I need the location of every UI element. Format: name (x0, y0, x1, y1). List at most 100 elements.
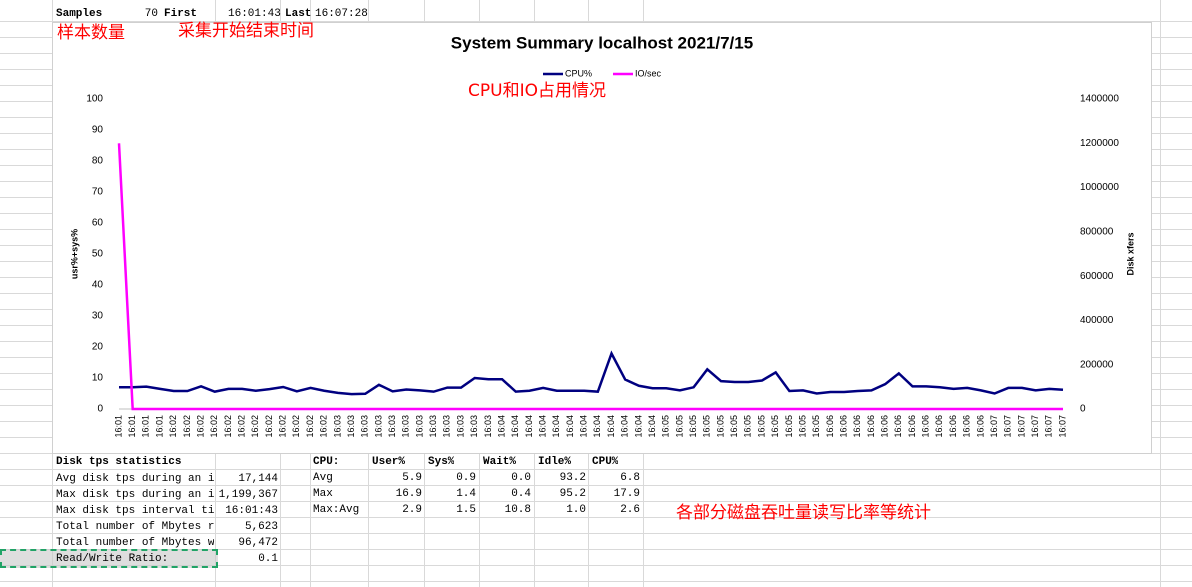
y2-axis-label: Disk xfers (1125, 232, 1135, 275)
cell[interactable]: Wait% (483, 456, 517, 468)
cell[interactable]: 70 (144, 8, 158, 20)
x-tick-label: 16:04 (551, 415, 561, 438)
cell[interactable]: CPU: (313, 456, 340, 468)
x-tick-label: 16:06 (948, 415, 958, 438)
cell[interactable]: 93.2 (559, 472, 586, 484)
cell[interactable]: 1.5 (456, 504, 476, 516)
legend-label: CPU% (565, 68, 592, 78)
cell[interactable]: 95.2 (559, 488, 586, 500)
x-tick-label: 16:06 (852, 415, 862, 438)
legend-label: IO/sec (635, 68, 662, 78)
x-tick-label: 16:05 (756, 415, 766, 438)
cell[interactable]: Idle% (538, 456, 572, 468)
x-tick-label: 16:04 (565, 415, 575, 438)
x-tick-label: 16:07 (989, 415, 999, 438)
x-tick-label: 16:04 (592, 415, 602, 438)
annotation: 样本数量 (57, 23, 125, 43)
cell[interactable]: Read/Write Ratio: (56, 553, 169, 565)
series-line (119, 350, 1064, 396)
x-tick-label: 16:03 (360, 415, 370, 438)
x-tick-label: 16:06 (962, 415, 972, 438)
x-tick-label: 16:01 (113, 415, 123, 438)
selected-cell[interactable] (0, 549, 218, 568)
annotation: 采集开始结束时间 (178, 21, 314, 41)
x-tick-label: 16:07 (1016, 415, 1026, 438)
x-tick-label: 16:02 (264, 415, 274, 438)
cell[interactable]: Avg (313, 472, 333, 484)
cell[interactable]: 0.4 (511, 488, 531, 500)
cell[interactable]: 96,472 (238, 537, 278, 549)
y-tick-label: 100 (86, 94, 103, 105)
x-tick-label: 16:01 (127, 415, 137, 438)
x-tick-label: 16:05 (729, 415, 739, 438)
x-tick-label: 16:02 (319, 415, 329, 438)
x-tick-label: 16:03 (387, 415, 397, 438)
cell[interactable]: 16.9 (395, 488, 422, 500)
cell[interactable]: User% (372, 456, 406, 468)
cell[interactable]: 1.0 (566, 504, 586, 516)
cell[interactable]: 5,623 (244, 521, 278, 533)
cell[interactable]: 17,144 (238, 473, 278, 485)
column-line (1160, 0, 1161, 587)
cell[interactable]: Disk tps statistics (56, 456, 182, 468)
cell[interactable]: Total number of Mbytes re (56, 521, 214, 533)
x-tick-label: 16:02 (209, 415, 219, 438)
cell[interactable]: Last (285, 8, 312, 20)
x-tick-label: 16:07 (1030, 415, 1040, 438)
cell[interactable]: 2.9 (402, 504, 422, 516)
x-tick-label: 16:05 (743, 415, 753, 438)
x-tick-label: 16:04 (524, 415, 534, 438)
x-tick-label: 16:05 (715, 415, 725, 438)
x-tick-label: 16:02 (195, 415, 205, 438)
cell[interactable]: 0.0 (511, 472, 531, 484)
cell[interactable]: Sys% (428, 456, 455, 468)
cell[interactable]: Total number of Mbytes wr (56, 537, 214, 549)
cell[interactable]: 16:01:43 (225, 505, 278, 517)
cell[interactable]: First (164, 8, 198, 20)
cell[interactable]: 17.9 (613, 488, 640, 500)
x-tick-label: 16:03 (483, 415, 493, 438)
y-tick-label: 50 (92, 249, 104, 260)
x-tick-label: 16:06 (866, 415, 876, 438)
cell[interactable]: 0.1 (258, 553, 278, 565)
x-tick-label: 16:02 (278, 415, 288, 438)
y-tick-label: 0 (97, 404, 103, 415)
x-tick-label: 16:06 (893, 415, 903, 438)
x-tick-label: 16:04 (510, 415, 520, 438)
x-tick-label: 16:04 (647, 415, 657, 438)
y-axis-label: usr%+sys% (69, 229, 79, 279)
x-tick-label: 16:03 (401, 415, 411, 438)
x-tick-label: 16:06 (838, 415, 848, 438)
x-tick-label: 16:07 (1003, 415, 1013, 438)
cell[interactable]: 6.8 (620, 472, 640, 484)
x-tick-label: 16:06 (880, 415, 890, 438)
cell[interactable]: Samples (56, 8, 103, 20)
cell[interactable]: 0.9 (456, 472, 476, 484)
cell[interactable]: CPU% (592, 456, 619, 468)
cell[interactable]: Max disk tps during an in (56, 489, 214, 501)
cell[interactable]: 1.4 (456, 488, 476, 500)
cell[interactable]: 16:01:43 (228, 8, 281, 20)
cell[interactable]: Max (313, 488, 333, 500)
x-tick-label: 16:04 (537, 415, 547, 438)
x-tick-label: 16:05 (784, 415, 794, 438)
x-tick-label: 16:02 (223, 415, 233, 438)
x-tick-label: 16:05 (661, 415, 671, 438)
y2-tick-label: 1200000 (1080, 138, 1119, 149)
x-tick-label: 16:01 (154, 415, 164, 438)
cell[interactable]: Avg disk tps during an in (56, 473, 214, 485)
cell[interactable]: 10.8 (504, 504, 531, 516)
cell[interactable]: 5.9 (402, 472, 422, 484)
x-tick-label: 16:03 (373, 415, 383, 438)
y-tick-label: 70 (92, 187, 104, 198)
cell[interactable]: 2.6 (620, 504, 640, 516)
cell[interactable]: 16:07:28 (315, 8, 368, 20)
cell[interactable]: Max:Avg (313, 504, 360, 516)
x-tick-label: 16:02 (250, 415, 260, 438)
series-line (117, 143, 1063, 411)
x-tick-label: 16:03 (428, 415, 438, 438)
cell[interactable]: Max disk tps interval tim (56, 505, 214, 517)
cell[interactable]: 1,199,367 (218, 489, 278, 501)
y2-tick-label: 1400000 (1080, 94, 1119, 105)
